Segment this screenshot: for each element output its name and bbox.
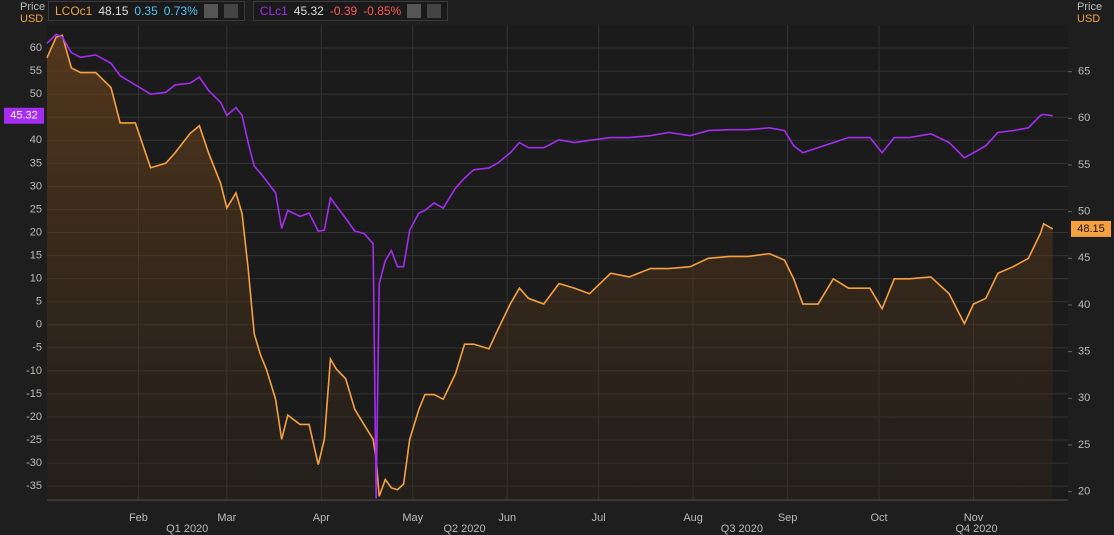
y-tick-label: 25 bbox=[30, 203, 42, 215]
y-tick-label: 20 bbox=[30, 226, 42, 238]
legend-last: 48.15 bbox=[98, 4, 129, 18]
x-tick-label: Oct bbox=[870, 512, 887, 524]
legend-item: LCOc1 48.15 0.35 0.73% bbox=[48, 1, 245, 21]
y2-tick-label: 40 bbox=[1078, 299, 1090, 311]
y2-tick-label: 50 bbox=[1078, 206, 1090, 218]
x-group-label: Q1 2020 bbox=[166, 523, 208, 535]
legend-last: 45.32 bbox=[293, 4, 324, 18]
legend: LCOc1 48.15 0.35 0.73% CLc1 45.32 -0.39 -0.85% bbox=[48, 1, 449, 21]
y-tick-label: 15 bbox=[30, 249, 42, 261]
menu-button[interactable] bbox=[407, 4, 422, 18]
y2-tick-label: 55 bbox=[1078, 159, 1090, 171]
x-tick-label: Feb bbox=[129, 512, 148, 524]
y-unit: USD bbox=[20, 13, 43, 25]
x-tick-label: Jun bbox=[498, 512, 516, 524]
y2-label: Price bbox=[1077, 1, 1102, 13]
y2-tick-label: 35 bbox=[1078, 346, 1090, 358]
y2-tick-label: 30 bbox=[1078, 392, 1090, 404]
y2-unit: USD bbox=[1077, 13, 1100, 25]
x-tick-label: Mar bbox=[217, 512, 236, 524]
x-tick-label: Sep bbox=[778, 512, 798, 524]
x-tick-label: Jul bbox=[592, 512, 606, 524]
y-tick-label: -30 bbox=[26, 457, 42, 469]
last-price-label: 48.15 bbox=[1077, 223, 1105, 235]
area bbox=[47, 35, 1053, 500]
last-price-tag bbox=[1071, 220, 1111, 237]
y-tick-label: 5 bbox=[36, 296, 42, 308]
y-tick-label: -25 bbox=[26, 434, 42, 446]
delete-button[interactable] bbox=[427, 4, 442, 18]
menu-button[interactable] bbox=[203, 4, 218, 18]
y2-tick-label: 65 bbox=[1078, 66, 1090, 78]
legend-change: 0.35 bbox=[134, 4, 158, 18]
legend-change-pct: 0.73% bbox=[163, 4, 198, 18]
y-tick-label: 0 bbox=[36, 319, 42, 331]
delete-button[interactable] bbox=[223, 4, 238, 18]
line bbox=[46, 34, 1054, 497]
y-tick-label: -5 bbox=[32, 342, 42, 354]
line bbox=[46, 33, 1053, 499]
y-tick-label: 35 bbox=[30, 157, 42, 169]
y-tick-label: -15 bbox=[26, 388, 42, 400]
y2-tick-label: 60 bbox=[1078, 112, 1090, 124]
y-label: Price bbox=[20, 1, 45, 13]
legend-item: CLc1 45.32 -0.39 -0.85% bbox=[252, 1, 449, 21]
legend-name: LCOc1 bbox=[55, 4, 93, 18]
x-tick-label: May bbox=[402, 512, 423, 524]
x-tick-label: Nov bbox=[964, 512, 984, 524]
y-tick-label: 10 bbox=[30, 273, 42, 285]
y-tick-label: 40 bbox=[30, 134, 42, 146]
legend-name: CLc1 bbox=[259, 4, 288, 18]
y2-tick-label: 45 bbox=[1078, 252, 1090, 264]
y-tick-label: 30 bbox=[30, 180, 42, 192]
x-tick-label: Aug bbox=[683, 512, 703, 524]
y-tick-label: -20 bbox=[26, 411, 42, 423]
y-tick-label: 55 bbox=[30, 65, 42, 77]
legend-change-pct: -0.85% bbox=[363, 4, 402, 18]
y-tick-label: -35 bbox=[26, 480, 42, 492]
y2-tick-label: 25 bbox=[1078, 439, 1090, 451]
y-tick-label: 50 bbox=[30, 88, 42, 100]
x-group-label: Q2 2020 bbox=[443, 523, 485, 535]
x-tick-label: Apr bbox=[313, 512, 330, 524]
last-price-tag bbox=[4, 107, 44, 124]
y-tick-label: 60 bbox=[30, 42, 42, 54]
legend-change: -0.39 bbox=[329, 4, 358, 18]
x-group-label: Q4 2020 bbox=[955, 523, 997, 535]
last-price-label: 45.32 bbox=[10, 110, 38, 122]
y2-tick-label: 20 bbox=[1078, 486, 1090, 498]
y-tick-label: -10 bbox=[26, 365, 42, 377]
x-group-label: Q3 2020 bbox=[721, 523, 763, 535]
